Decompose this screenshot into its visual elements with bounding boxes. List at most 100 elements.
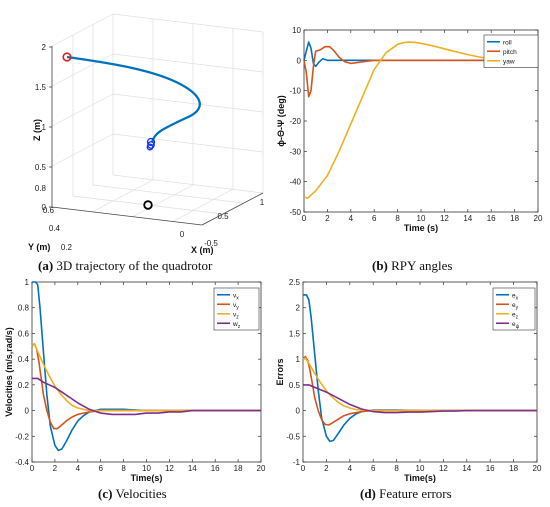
x-tick-label: 0 <box>302 214 307 223</box>
legend-label: yaw <box>503 58 515 65</box>
box-grid <box>51 13 264 223</box>
x-tick-label: 18 <box>510 214 519 223</box>
legend-label: ez <box>512 311 519 320</box>
x-axis-label: Time (s) <box>404 223 438 233</box>
a-xtick-label: -0.5 <box>204 239 218 248</box>
y-tick-label: 0.4 <box>18 355 30 364</box>
series-line-roll <box>303 41 538 68</box>
x-tick-label: 0 <box>301 464 306 473</box>
svg-text:(a) 3D trajectory of the quadr: (a) 3D trajectory of the quadrotor <box>38 258 213 273</box>
panel-b-rpy-angles: 0 2 4 6 8 10 12 14 16 18 20-50-40-30-20-10010Time … <box>276 26 543 233</box>
trajectory-line <box>66 55 201 143</box>
x-tick-label: 20 <box>533 464 542 473</box>
caption-d-label: (d) <box>360 486 376 501</box>
y-tick-label: 2.5 <box>289 278 301 287</box>
legend-label: vy <box>233 302 239 311</box>
y-tick-label: 1 <box>296 355 301 364</box>
x-tick-label: 20 <box>257 464 266 473</box>
x-tick-label: 12 <box>439 464 448 473</box>
legend: roll pitch yaw <box>483 34 539 68</box>
x-tick-label: 2 <box>325 214 330 223</box>
a-ylabel: Y (m) <box>28 242 50 252</box>
a-ytick-label: 0.2 <box>61 243 73 252</box>
x-tick-label: 4 <box>76 464 81 473</box>
x-tick-label: 6 <box>371 464 376 473</box>
series-line-ey <box>302 355 537 426</box>
y-tick-label: 10 <box>292 26 301 35</box>
legend-label: roll <box>503 39 512 46</box>
a-ztick-label: 0.5 <box>35 163 47 172</box>
x-tick-label: 2 <box>324 464 329 473</box>
caption-b: (b) RPY angles <box>372 258 452 273</box>
end-markers <box>146 137 156 151</box>
x-tick-label: 8 <box>121 464 126 473</box>
y-tick-label: -0.5 <box>286 432 300 441</box>
x-tick-label: 16 <box>211 464 220 473</box>
svg-text:(b) RPY angles: (b) RPY angles <box>372 258 452 273</box>
x-axis-label: Time(s) <box>131 473 163 483</box>
x-tick-label: 6 <box>372 214 377 223</box>
legend-label: vx <box>233 292 239 301</box>
panel-a-3d-trajectory: 0 0.5 1 1.5 2 0.2 0.4 0.6 0.8 -0.5 0 0.5 1 Z (m) Y… <box>28 13 265 255</box>
a-xtick-label: 1 <box>260 198 265 207</box>
y-tick-label: -40 <box>289 178 301 187</box>
y-tick-label: -20 <box>289 117 301 126</box>
svg-text:(d) Feature errors: (d) Feature errors <box>360 486 452 501</box>
y-tick-label: 0 <box>297 56 302 65</box>
series-line-vz <box>31 342 261 412</box>
series-line-vx <box>32 281 261 452</box>
target-marker <box>143 200 153 210</box>
y-tick-label: 0 <box>296 407 301 416</box>
y-tick-label: -50 <box>289 208 301 217</box>
start-marker <box>62 52 72 62</box>
a-ztick-label: 0 <box>42 203 47 212</box>
caption-a-text: 3D trajectory of the quadrotor <box>56 258 213 273</box>
x-tick-label: 18 <box>234 464 243 473</box>
x-tick-label: 4 <box>348 464 353 473</box>
caption-d-text: Feature errors <box>379 486 452 501</box>
y-tick-label: 0.2 <box>18 381 30 390</box>
x-tick-label: 6 <box>98 464 103 473</box>
y-tick-label: 1.5 <box>289 329 301 338</box>
x-tick-label: 18 <box>509 464 518 473</box>
y-tick-label: 0.8 <box>18 304 30 313</box>
series-line-ez <box>302 357 537 412</box>
x-tick-label: 16 <box>486 464 495 473</box>
y-axis-label: ϕ-Θ-Ψ (deg) <box>276 95 286 147</box>
x-tick-label: 4 <box>349 214 354 223</box>
caption-c-label: (c) <box>98 486 112 501</box>
a-ytick-label: 0.4 <box>49 224 61 233</box>
y-tick-label: 1 <box>25 278 30 287</box>
y-tick-label: 2 <box>296 304 301 313</box>
series-line-eψ <box>303 384 537 414</box>
y-tick-label: 0.6 <box>18 329 30 338</box>
x-tick-label: 2 <box>53 464 58 473</box>
legend-label: wz <box>232 321 241 330</box>
x-axis-label: Time(s) <box>404 473 436 483</box>
x-tick-label: 0 <box>30 464 35 473</box>
box-axes <box>51 46 264 226</box>
svg-text:(c) Velocities: (c) Velocities <box>98 486 167 501</box>
legend-label: vz <box>233 311 239 320</box>
x-tick-label: 14 <box>463 214 472 223</box>
legend-label: ex <box>512 292 519 301</box>
y-tick-label: -10 <box>289 87 301 96</box>
a-xtick-label: 0.5 <box>217 212 229 221</box>
panel-c-velocities: 0 2 4 6 8 10 12 14 16 18 20 -0.4 -0.2 0 0.2 0.4 0.6 0.8 1 T… <box>4 278 266 483</box>
a-ytick-label: 0.6 <box>43 206 55 215</box>
a-ztick-label: 1.5 <box>35 83 47 92</box>
legend-label: pitch <box>503 49 517 56</box>
caption-d: (d) Feature errors <box>360 486 452 501</box>
a-ytick-label: 0.8 <box>35 184 47 193</box>
y-tick-label: -30 <box>289 147 301 156</box>
x-tick-label: 20 <box>534 214 543 223</box>
x-tick-label: 10 <box>416 464 425 473</box>
caption-c: (c) Velocities <box>98 486 167 501</box>
x-tick-label: 14 <box>188 464 197 473</box>
a-ztick-label: 2 <box>42 43 47 52</box>
a-xtick-label: 0 <box>180 230 185 239</box>
a-ztick-label: 1 <box>42 123 47 132</box>
y-tick-label: 0.5 <box>289 381 301 390</box>
